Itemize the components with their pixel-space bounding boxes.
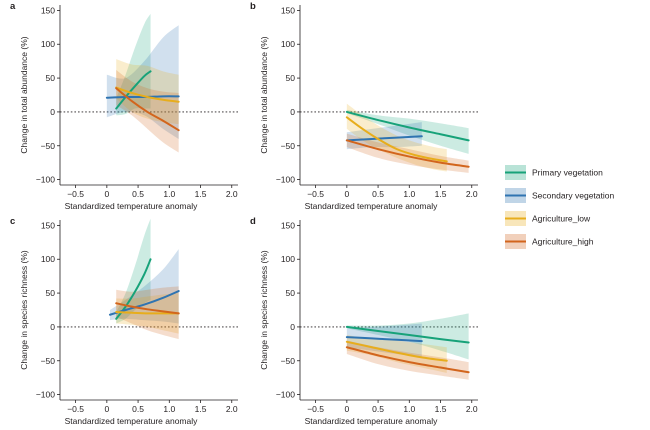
series-line <box>115 311 180 315</box>
y-tick-label: 100 <box>41 254 55 264</box>
panel-a: a −100 −50 0 50 100 150 −0.5 0 0.5 1.0 1.5 2.0 Standa… <box>10 1 238 211</box>
x-tick-label: 2.0 <box>226 404 238 414</box>
x-tick-label: 0.5 <box>372 189 384 199</box>
panel-d: d −100 −50 0 50 100 150 −0.5 0 0.5 1.0 1.5 2.0 Standa… <box>250 216 478 426</box>
legend-label: Agriculture_low <box>532 214 591 224</box>
legend: Primary vegetation Secondary vegetation Ag… <box>505 165 614 249</box>
y-tick-label: −50 <box>281 141 296 151</box>
x-tick-label: 2.0 <box>466 189 478 199</box>
x-axis-title: Standardized temperature anomaly <box>65 201 199 211</box>
x-tick-label: 0.5 <box>132 404 144 414</box>
confidence-band <box>106 25 179 139</box>
series-line <box>345 325 470 344</box>
x-tick-label: 0 <box>104 189 109 199</box>
y-tick-label: 0 <box>50 107 55 117</box>
x-tick-label: 1.0 <box>403 189 415 199</box>
y-tick-label: 0 <box>290 322 295 332</box>
series-line <box>115 70 152 110</box>
series-line <box>115 302 180 315</box>
x-tick-label: 0 <box>104 404 109 414</box>
y-tick-label: −100 <box>276 390 295 400</box>
y-axis-title: Change in species richness (%) <box>259 250 269 370</box>
confidence-band <box>346 340 469 380</box>
series-line <box>345 116 448 163</box>
y-tick-label: 150 <box>41 5 55 15</box>
x-tick-label: 1.5 <box>435 189 447 199</box>
y-tick-label: 50 <box>46 288 56 298</box>
x-tick-label: 1.5 <box>195 189 207 199</box>
series-line <box>345 139 470 168</box>
y-tick-label: 50 <box>46 73 56 83</box>
legend-item: Primary vegetation <box>505 165 603 180</box>
x-axis-title: Standardized temperature anomaly <box>305 201 439 211</box>
confidence-band <box>346 109 469 154</box>
confidence-band <box>116 218 151 324</box>
panel-letter: c <box>10 216 15 227</box>
series-line <box>115 87 180 132</box>
series-line <box>345 336 423 343</box>
x-tick-label: −0.5 <box>67 189 84 199</box>
y-tick-label: 150 <box>281 220 295 230</box>
y-tick-label: 100 <box>281 254 295 264</box>
legend-label: Agriculture_high <box>532 237 594 247</box>
y-tick-label: 0 <box>50 322 55 332</box>
legend-item: Secondary vegetation <box>505 188 614 203</box>
y-tick-label: 50 <box>286 288 296 298</box>
y-tick-label: −50 <box>281 356 296 366</box>
confidence-band <box>116 59 179 125</box>
legend-label: Secondary vegetation <box>532 191 614 201</box>
x-tick-label: 2.0 <box>226 189 238 199</box>
confidence-band <box>346 313 469 360</box>
x-tick-label: −0.5 <box>307 189 324 199</box>
y-tick-label: 100 <box>281 39 295 49</box>
series-line <box>345 135 423 142</box>
y-tick-label: −100 <box>276 175 295 185</box>
y-tick-label: −100 <box>36 175 55 185</box>
y-tick-label: 150 <box>41 220 55 230</box>
series-line <box>115 86 180 103</box>
confidence-band <box>346 122 422 150</box>
x-axis-title: Standardized temperature anomaly <box>305 416 439 426</box>
panel-letter: d <box>250 216 256 227</box>
series-line <box>345 110 470 142</box>
x-axis-title: Standardized temperature anomaly <box>65 416 199 426</box>
y-tick-label: 150 <box>281 5 295 15</box>
panel-b: b −100 −50 0 50 100 150 −0.5 0 0.5 1.0 1.5 2.0 Standa… <box>250 1 478 211</box>
panel-letter: a <box>10 1 16 12</box>
x-tick-label: 0.5 <box>132 189 144 199</box>
x-tick-label: 1.5 <box>435 404 447 414</box>
panel-c: c −100 −50 0 50 100 150 −0.5 0 0.5 1.0 1.5 2.0 Standa… <box>10 216 238 426</box>
confidence-band <box>346 323 422 358</box>
series-line <box>345 340 448 362</box>
x-tick-label: 1.5 <box>195 404 207 414</box>
legend-label: Primary vegetation <box>532 168 603 178</box>
x-tick-label: 1.0 <box>163 189 175 199</box>
series-line <box>345 346 470 374</box>
legend-item: Agriculture_high <box>505 234 594 249</box>
panel-letter: b <box>250 1 256 12</box>
x-tick-label: 0 <box>344 189 349 199</box>
y-tick-label: 50 <box>286 73 296 83</box>
y-tick-label: 0 <box>290 107 295 117</box>
y-axis-title: Change in species richness (%) <box>19 250 29 370</box>
y-axis-title: Change in total abundance (%) <box>19 36 29 153</box>
x-tick-label: 1.0 <box>403 404 415 414</box>
x-tick-label: 0.5 <box>372 404 384 414</box>
legend-item: Agriculture_low <box>505 211 591 226</box>
y-tick-label: −50 <box>41 356 56 366</box>
y-axis-title: Change in total abundance (%) <box>259 36 269 153</box>
y-tick-label: 100 <box>41 39 55 49</box>
x-tick-label: −0.5 <box>307 404 324 414</box>
y-tick-label: −50 <box>41 141 56 151</box>
x-tick-label: 1.0 <box>163 404 175 414</box>
x-tick-label: 0 <box>344 404 349 414</box>
x-tick-label: −0.5 <box>67 404 84 414</box>
y-tick-label: −100 <box>36 390 55 400</box>
x-tick-label: 2.0 <box>466 404 478 414</box>
